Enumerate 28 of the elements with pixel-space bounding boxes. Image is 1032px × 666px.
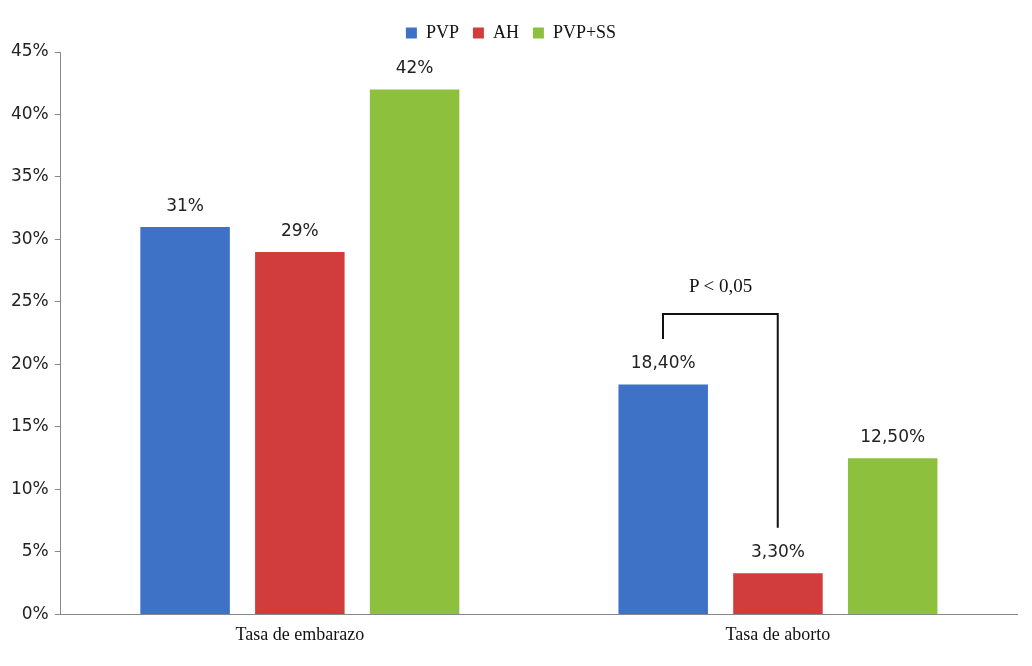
y-tick-label: 35% [10,165,49,186]
data-label: 31% [166,194,204,215]
legend-label: PVP+SS [552,21,617,42]
y-tick-label: 0% [21,602,49,623]
data-label: 42% [395,57,434,78]
legend-label: PVP [425,21,459,42]
data-label: 29% [280,219,319,240]
x-tick-label: Tasa de aborto [725,623,831,644]
y-tick-label: 20% [10,352,49,373]
data-label: 3,30% [750,541,805,562]
y-tick-label: 45% [10,40,49,61]
bar [733,573,823,614]
bar [369,89,460,614]
annotation: P < 0,05 [688,274,753,296]
bar [140,226,230,614]
y-tick-label: 25% [10,290,49,311]
data-label: 12,50% [860,426,926,447]
bar [618,384,708,614]
bar [255,251,345,614]
y-tick-label: 30% [10,227,49,248]
y-tick-label: 15% [10,415,49,436]
y-tick-label: 40% [10,102,49,123]
x-tick-label: Tasa de embarazo [235,623,365,644]
y-tick-label: 10% [10,477,49,498]
y-tick-label: 5% [21,540,49,561]
legend-label: AH [492,21,519,42]
data-label: 18,40% [630,352,696,373]
bar [847,458,938,614]
